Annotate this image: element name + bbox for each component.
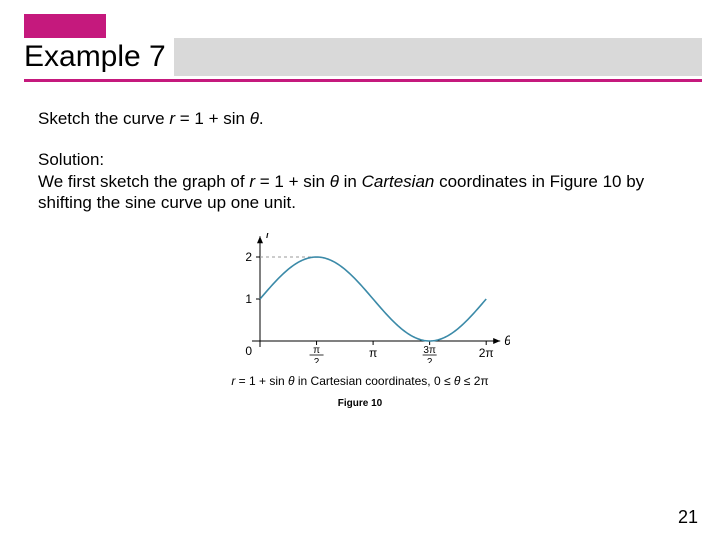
prompt-theta: θ xyxy=(250,109,259,128)
svg-text:π: π xyxy=(369,346,377,360)
sol-mid: = 1 + sin xyxy=(255,172,330,191)
svg-text:1: 1 xyxy=(245,292,252,306)
prompt-mid: = 1 + sin xyxy=(175,109,250,128)
sol-post1: in xyxy=(339,172,362,191)
figure-label: Figure 10 xyxy=(38,398,682,409)
cap-mid: = 1 + sin xyxy=(235,374,288,388)
svg-text:r: r xyxy=(266,233,271,241)
chart-caption: r = 1 + sin θ in Cartesian coordinates, … xyxy=(38,374,682,388)
prompt-pre: Sketch the curve xyxy=(38,109,169,128)
prompt-paragraph: Sketch the curve r = 1 + sin θ. xyxy=(38,108,682,129)
header-accent-block xyxy=(24,14,106,38)
solution-paragraph: We first sketch the graph of r = 1 + sin… xyxy=(38,171,682,214)
svg-text:θ: θ xyxy=(504,333,510,348)
solution-label: Solution: xyxy=(38,149,682,170)
svg-text:2: 2 xyxy=(427,357,433,363)
sol-pre: We first sketch the graph of xyxy=(38,172,249,191)
prompt-post: . xyxy=(259,109,264,128)
chart-container: 12π2π3π22π0rθ xyxy=(38,233,682,368)
page-number: 21 xyxy=(678,507,698,528)
sine-chart: 12π2π3π22π0rθ xyxy=(210,233,510,363)
title-underline xyxy=(24,79,702,82)
body-content: Sketch the curve r = 1 + sin θ. Solution… xyxy=(38,108,682,409)
sol-cartesian: Cartesian xyxy=(362,172,435,191)
svg-text:π: π xyxy=(313,345,320,356)
sol-theta: θ xyxy=(330,172,339,191)
cap-end: 2π xyxy=(470,374,488,388)
svg-text:3π: 3π xyxy=(423,345,436,356)
cap-coords: in Cartesian coordinates, 0 xyxy=(295,374,444,388)
svg-text:2π: 2π xyxy=(479,346,494,360)
example-title: Example 7 xyxy=(24,38,174,76)
cap-le1: ≤ xyxy=(444,374,451,388)
svg-text:0: 0 xyxy=(245,344,252,358)
svg-text:2: 2 xyxy=(245,250,252,264)
svg-text:2: 2 xyxy=(314,357,320,363)
